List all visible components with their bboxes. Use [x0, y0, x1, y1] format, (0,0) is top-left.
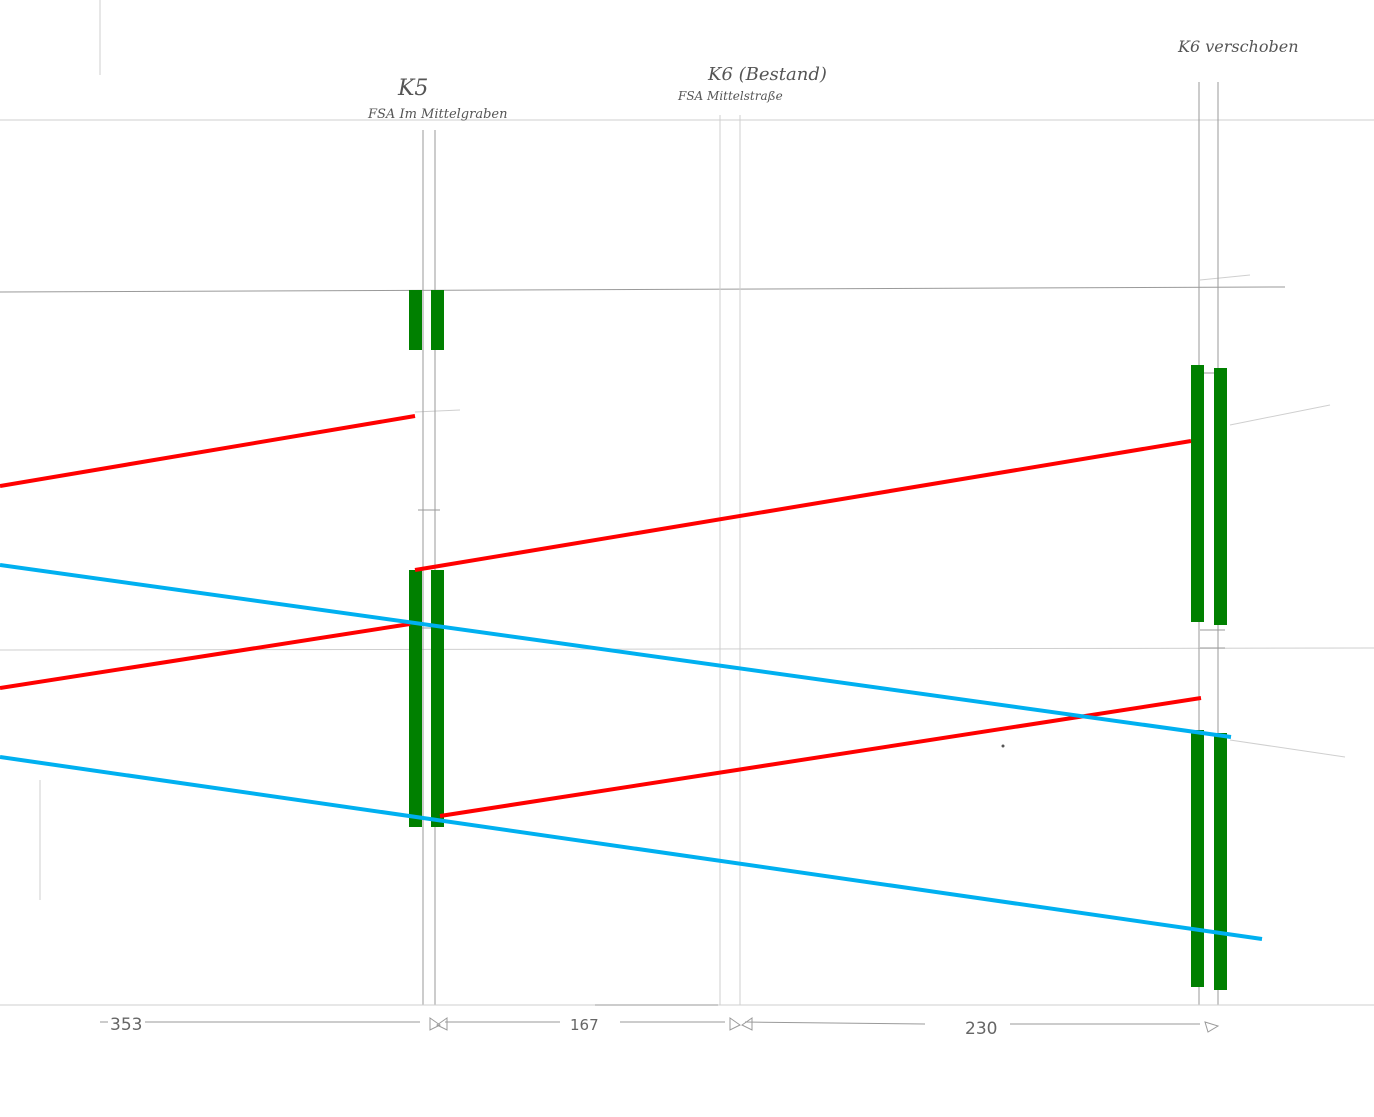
pencil-stroke — [414, 409, 461, 413]
k5-sublabel: FSA Im Mittelgraben — [367, 107, 507, 122]
dimension-353: 353 — [110, 1015, 142, 1035]
pencil-stroke — [1199, 274, 1251, 281]
pencil-dot — [1001, 744, 1005, 748]
red-line-3 — [0, 622, 411, 690]
k5-label: K5 — [397, 76, 428, 101]
horizontal-reference-line — [0, 286, 1286, 293]
pencil-stroke — [1229, 739, 1346, 758]
blue-line-2 — [0, 755, 1263, 941]
horizontal-reference-line-2 — [0, 647, 1374, 651]
red-line-1 — [0, 414, 416, 488]
k6-existing-sublabel: FSA Mittelstraße — [677, 89, 783, 103]
k6-existing-track — [719, 115, 741, 1005]
red-line-4 — [439, 696, 1202, 818]
k6-signal-lower — [1191, 730, 1227, 990]
k6-signal-upper — [1191, 365, 1227, 625]
blue-line-1 — [0, 563, 1232, 739]
dimension-line — [100, 1004, 1220, 1033]
dimension-230: 230 — [965, 1019, 997, 1039]
k6-existing-label: K6 (Bestand) — [707, 64, 827, 85]
pencil-stroke — [1229, 404, 1331, 426]
k5-signal-lower — [409, 570, 444, 827]
k6-moved-label: K6 verschoben — [1177, 37, 1299, 56]
red-line-2 — [414, 439, 1192, 572]
dimension-167: 167 — [570, 1016, 599, 1034]
k5-signal-upper — [409, 290, 444, 350]
